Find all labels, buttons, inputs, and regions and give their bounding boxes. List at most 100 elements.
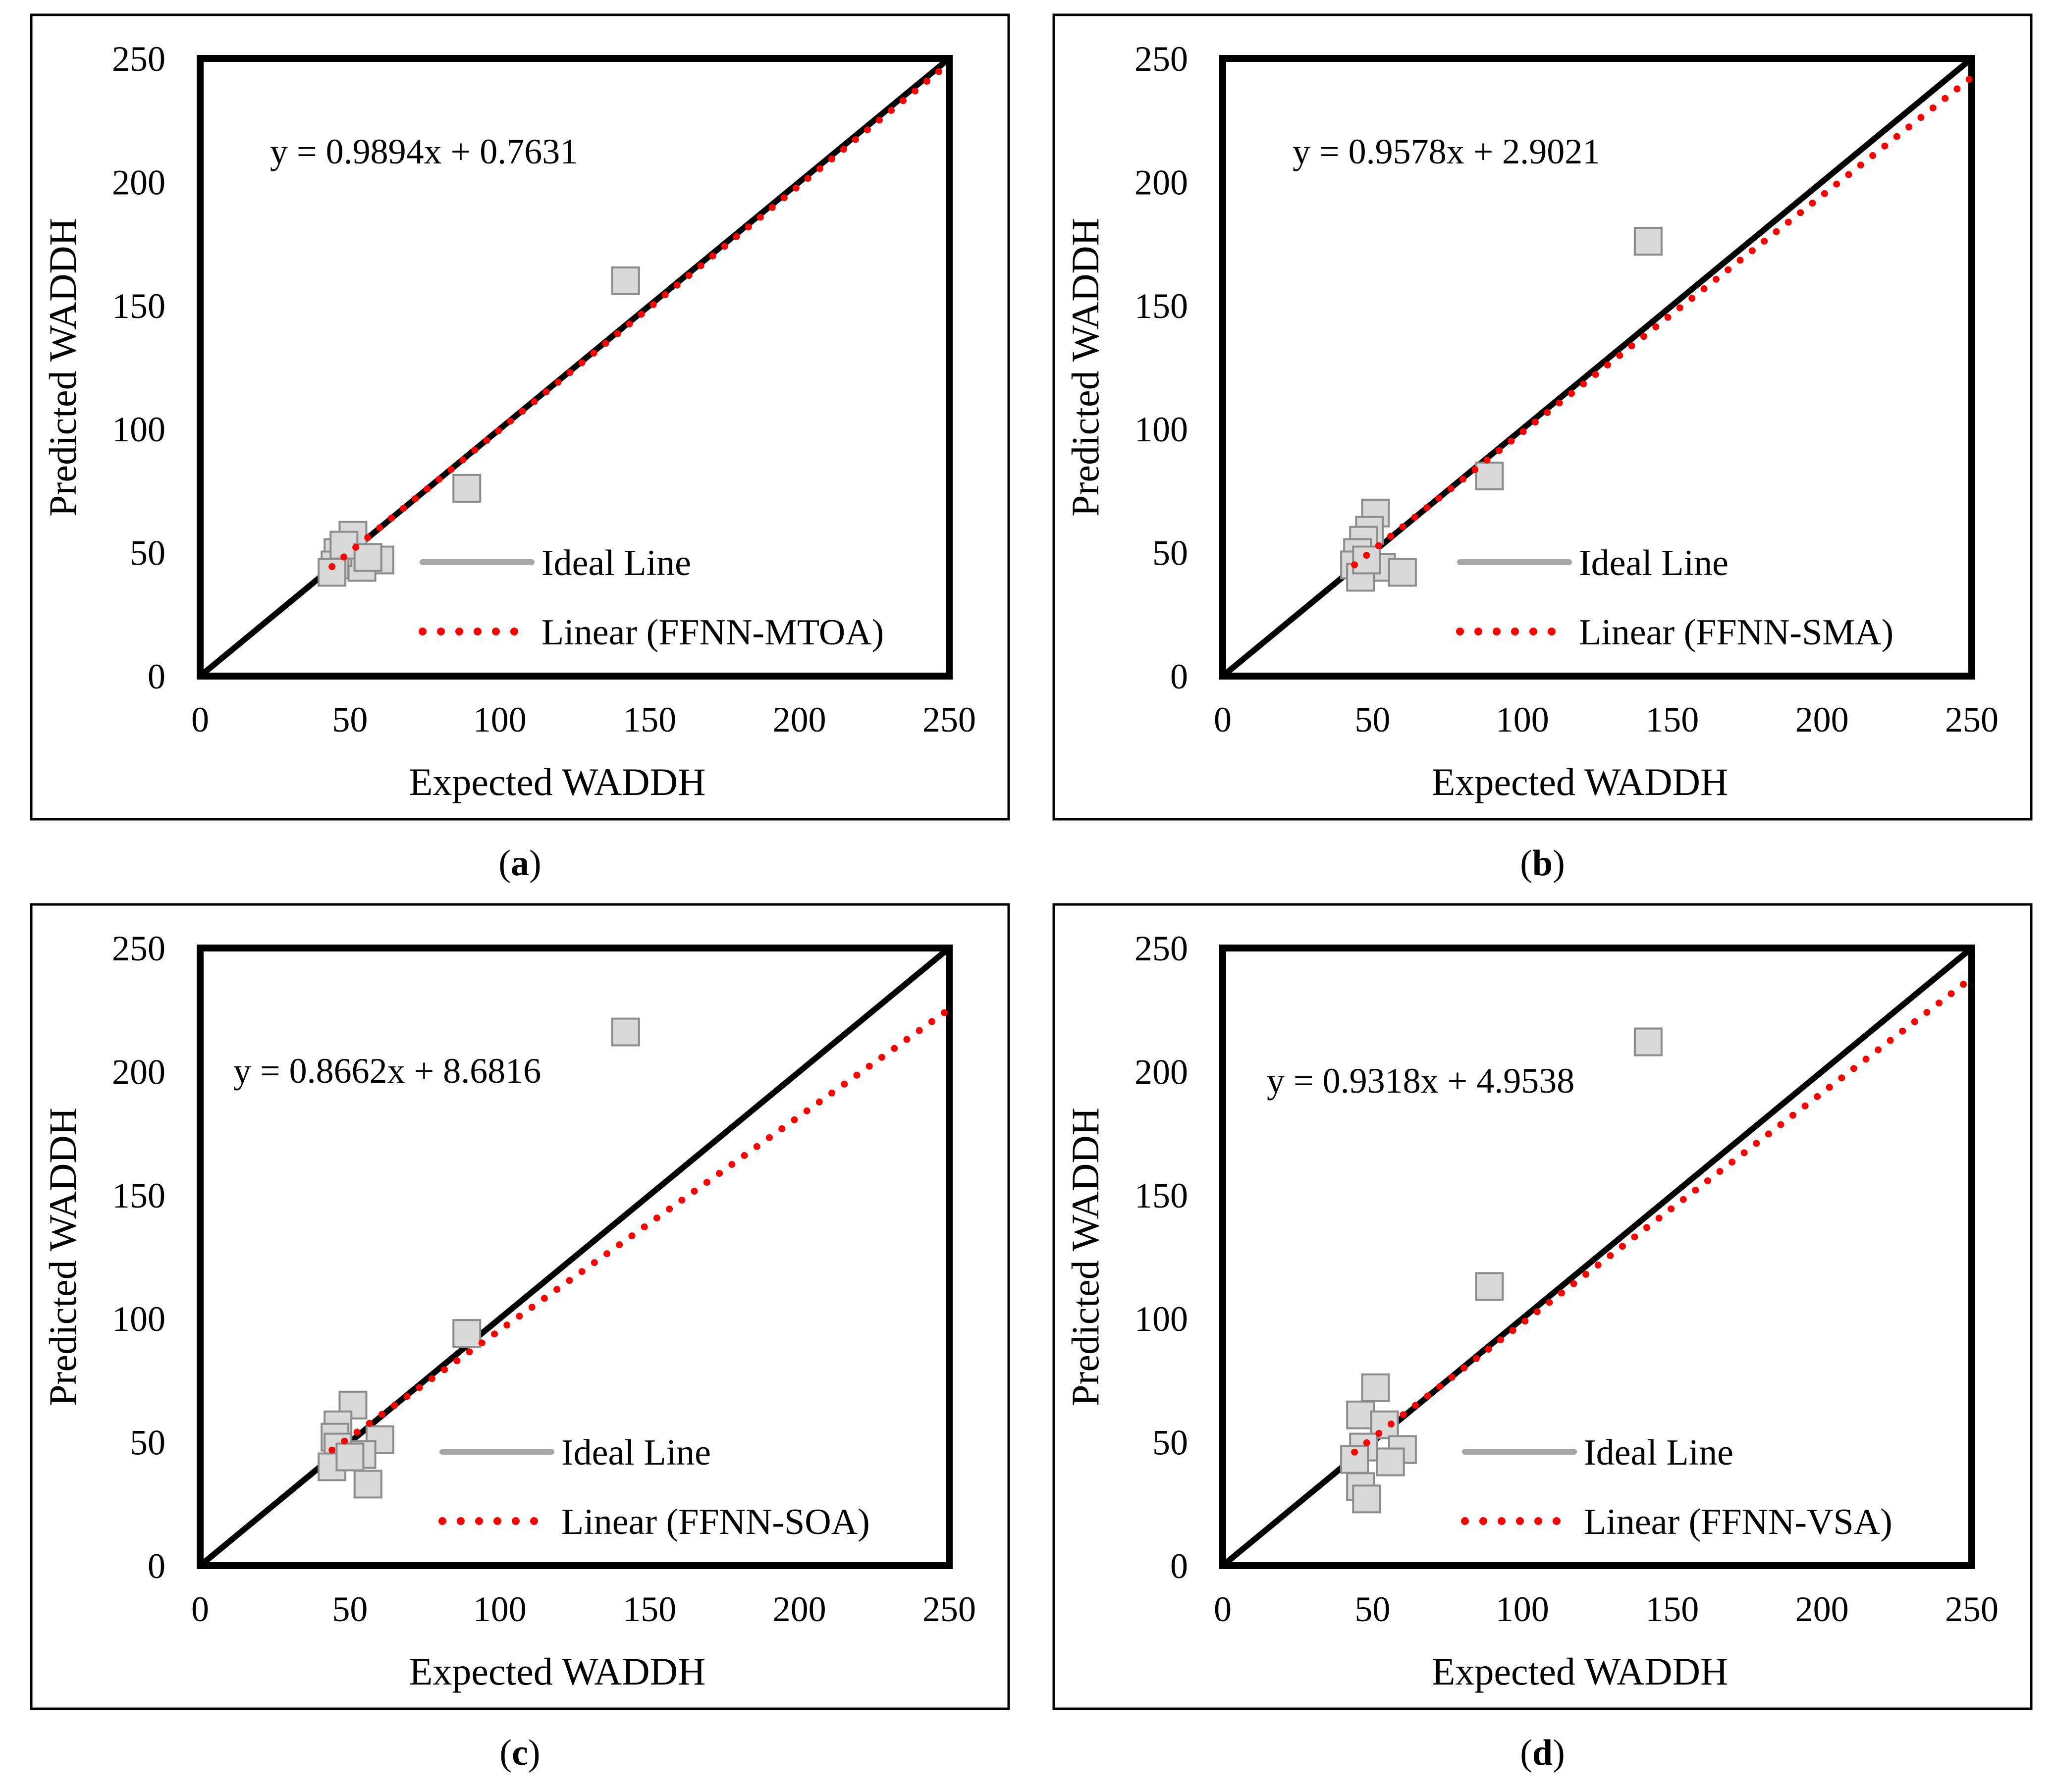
x-tick-label: 200 [1795,700,1849,739]
data-point [335,1442,365,1472]
x-tick-label: 150 [1645,700,1699,739]
linear-fit-line [328,59,953,571]
x-tick-label: 200 [773,1589,826,1629]
x-tick-label: 50 [1354,1589,1390,1629]
y-tick-label: 200 [112,1052,165,1092]
legend-fit-label: Linear (FFNN-VSA) [1584,1502,1892,1542]
y-tick-label: 50 [130,1423,165,1463]
legend-ideal-label: Ideal Line [1579,543,1729,583]
y-tick-label: 250 [112,929,165,968]
x-tick-label: 250 [1945,700,1999,739]
data-point [1346,1400,1375,1429]
x-tick-label: 150 [623,700,676,739]
y-axis-title: Predicted WADDH [41,1107,84,1406]
panel-label: d [1532,1733,1553,1773]
panel-label: a [511,843,529,884]
data-point [1340,1445,1369,1474]
data-point [1352,545,1381,575]
data-point [318,558,347,587]
data-point [1352,1484,1381,1514]
x-tick-label: 50 [332,700,368,739]
x-tick-label: 50 [332,1589,368,1629]
x-tick-label: 0 [1214,700,1232,739]
y-tick-label: 250 [1135,39,1188,79]
y-tick-label: 0 [148,657,165,696]
y-tick-label: 200 [1135,1052,1188,1092]
regression-equation: y = 0.8662x + 8.6816 [233,1051,541,1091]
chart-panel-a: 0 50 100 150 200 250 0 50 100 150 200 250 Expected W… [30,13,1010,884]
panel-caption: (d) [1520,1733,1565,1773]
regression-equation: y = 0.9318x + 4.9538 [1267,1061,1574,1101]
panel-label: c [512,1733,528,1773]
panel-caption: (b) [1520,843,1565,884]
y-tick-label: 150 [1135,286,1188,326]
panel-label: b [1532,843,1553,884]
x-axis-title: Expected WADDH [409,760,706,803]
y-tick-label: 50 [130,533,165,573]
data-point [1388,558,1417,587]
x-tick-label: 150 [1645,1589,1699,1629]
y-tick-label: 250 [112,39,165,79]
data-point [1633,227,1663,256]
regression-equation: y = 0.9578x + 2.9021 [1293,132,1600,171]
x-tick-label: 100 [1496,700,1549,739]
panel-frame [1052,903,2033,1710]
x-tick-label: 250 [922,1589,976,1629]
legend-ideal-label: Ideal Line [1584,1432,1733,1473]
x-tick-label: 100 [473,700,527,739]
y-tick-label: 50 [1152,1423,1188,1463]
linear-fit-line [328,1005,953,1454]
y-tick-label: 200 [112,162,165,202]
y-axis-title: Predicted WADDH [1064,1107,1107,1406]
y-tick-label: 100 [112,1299,165,1339]
legend-ideal-label: Ideal Line [541,543,691,583]
x-tick-label: 250 [922,700,976,739]
data-point [1633,1027,1663,1056]
x-axis-title: Expected WADDH [1432,760,1729,803]
data-point [1475,461,1504,490]
y-tick-label: 100 [1135,1299,1188,1339]
x-tick-label: 200 [773,700,826,739]
y-tick-label: 150 [112,1176,165,1215]
panel-frame [30,903,1010,1710]
x-axis-title: Expected WADDH [409,1650,706,1693]
x-tick-label: 0 [191,700,209,739]
data-point [611,266,640,295]
y-tick-label: 100 [1135,410,1188,449]
y-axis-title: Predicted WADDH [41,218,84,517]
chart-panel-b: 0 50 100 150 200 250 0 50 100 150 200 250 Expected W… [1052,13,2033,884]
panel-frame [30,13,1010,821]
data-point [353,543,382,572]
legend-fit-label: Linear (FFNN-SOA) [561,1502,870,1542]
panel-frame [1052,13,2033,821]
y-tick-label: 150 [112,286,165,326]
y-tick-label: 150 [1135,1176,1188,1215]
panel-caption: (c) [499,1733,540,1773]
data-point [611,1017,640,1047]
x-tick-label: 50 [1354,700,1390,739]
y-tick-label: 250 [1135,929,1188,968]
y-tick-label: 50 [1152,533,1188,573]
x-tick-label: 200 [1795,1589,1849,1629]
data-point [1361,1373,1390,1402]
x-tick-label: 100 [1496,1589,1549,1629]
chart-panel-c: 0 50 100 150 200 250 0 50 100 150 200 250 Expected W… [30,903,1010,1773]
y-tick-label: 0 [1170,657,1188,696]
data-point [452,474,482,503]
y-axis-title: Predicted WADDH [1064,218,1107,517]
data-point [1475,1272,1504,1301]
data-point [452,1319,482,1348]
regression-equation: y = 0.9894x + 0.7631 [270,132,578,171]
x-tick-label: 100 [473,1589,527,1629]
chart-panel-d: 0 50 100 150 200 250 0 50 100 150 200 250 Expected W… [1052,903,2033,1773]
legend-ideal-label: Ideal Line [561,1432,711,1473]
legend-fit-label: Linear (FFNN-SMA) [1579,612,1893,653]
data-point [353,1470,382,1499]
y-tick-label: 0 [1170,1546,1188,1586]
x-tick-label: 0 [1214,1589,1232,1629]
y-tick-label: 200 [1135,162,1188,202]
y-tick-label: 0 [148,1546,165,1586]
x-tick-label: 250 [1945,1589,1999,1629]
x-tick-label: 0 [191,1589,209,1629]
